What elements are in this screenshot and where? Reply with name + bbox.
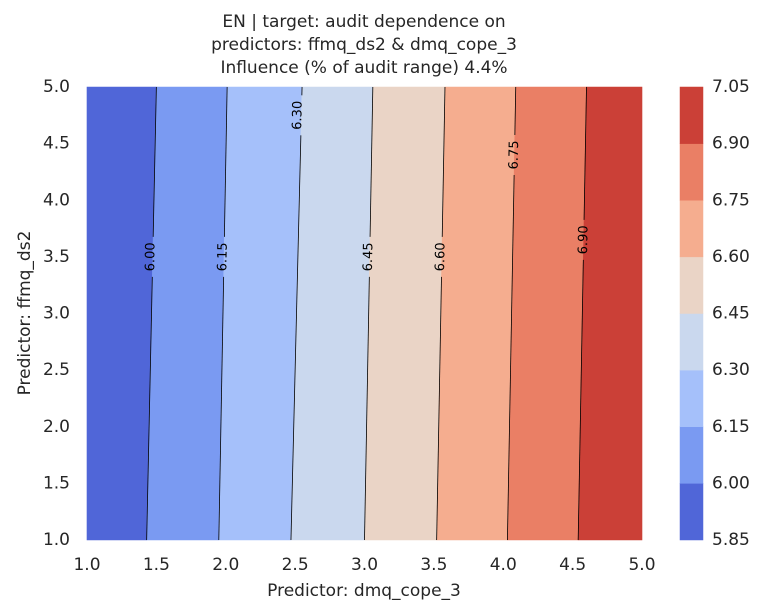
title-line-2: predictors: ffmq_ds2 & dmq_cope_3: [211, 35, 517, 55]
y-tick-label: 2.5: [43, 360, 70, 380]
contour-band-6: [436, 86, 517, 541]
x-axis-label: Predictor: dmq_cope_3: [267, 581, 461, 601]
colorbar-tick-label: 6.75: [712, 190, 750, 210]
x-tick-label: 3.5: [420, 555, 447, 575]
y-tick-label: 2.0: [43, 417, 70, 437]
y-tick-label: 3.0: [43, 304, 70, 324]
contour-line-6.75-lower: [507, 174, 515, 541]
colorbar-segment-6: [679, 200, 704, 258]
contour-line-6.00-lower: [146, 276, 153, 541]
y-tick-label: 1.5: [43, 473, 70, 493]
contour-label-6.00: 6.00: [143, 242, 159, 271]
colorbar-segment-1: [679, 483, 704, 541]
x-tick-label: 1.0: [73, 555, 100, 575]
contour-band-1: [86, 86, 157, 541]
contour-label-6.90: 6.90: [576, 225, 592, 254]
contour-line-6.15-upper: [223, 86, 228, 237]
contour-line-6.60-upper: [441, 86, 446, 237]
contour-label-6.45: 6.45: [361, 242, 377, 271]
x-tick-label: 2.5: [282, 555, 309, 575]
contour-line-6.60-lower: [436, 276, 442, 541]
contour-labels: 6.00 6.15 6.30 6.45 6.60 6.75 6.90: [143, 101, 591, 272]
contour-label-6.30: 6.30: [290, 101, 306, 130]
colorbar-tick-label: 5.85: [712, 530, 750, 550]
colorbar-tick-label: 6.45: [712, 304, 750, 324]
colorbar-tick-label: 6.30: [712, 360, 750, 380]
contour-line-6.90-upper: [583, 86, 587, 220]
y-axis-label: Predictor: ffmq_ds2: [15, 231, 35, 396]
colorbar-segment-3: [679, 369, 704, 427]
contour-band-8: [577, 86, 643, 541]
x-tick-label: 5.0: [628, 555, 655, 575]
contour-label-6.75: 6.75: [507, 140, 523, 169]
contour-line-6.15-lower: [218, 276, 225, 541]
contour-line-6.45-upper: [369, 86, 374, 237]
colorbar: [679, 86, 704, 541]
x-tick-label: 2.0: [212, 555, 239, 575]
x-tick-label: 4.5: [559, 555, 586, 575]
x-tick-label: 3.0: [351, 555, 378, 575]
x-tick-label: 4.0: [490, 555, 517, 575]
contour-line-6.90-lower: [577, 259, 584, 541]
contour-band-2: [146, 86, 228, 541]
y-tick-label: 5.0: [43, 77, 70, 97]
contour-label-6.60: 6.60: [433, 242, 449, 271]
y-tick-label: 3.5: [43, 247, 70, 267]
chart-title: EN | target: audit dependence on predict…: [211, 12, 517, 78]
contour-line-6.45-lower: [364, 276, 370, 541]
x-tick-label: 1.5: [143, 555, 170, 575]
contour-label-6.15: 6.15: [215, 242, 231, 271]
contour-band-3: [218, 86, 303, 541]
contour-bands: [86, 86, 643, 541]
colorbar-segment-5: [679, 256, 704, 314]
contour-band-5: [364, 86, 446, 541]
contour-line-6.00-upper: [152, 86, 157, 237]
colorbar-tick-label: 6.00: [712, 473, 750, 493]
colorbar-segment-8: [679, 86, 704, 144]
x-axis-ticks: 1.0 1.5 2.0 2.5 3.0 3.5 4.0 4.5 5.0: [73, 555, 655, 575]
colorbar-tick-label: 6.60: [712, 247, 750, 267]
contour-lines: [146, 86, 587, 541]
y-tick-label: 4.5: [43, 134, 70, 154]
colorbar-segment-7: [679, 143, 704, 201]
colorbar-ticks: 5.85 6.00 6.15 6.30 6.45 6.60 6.75 6.90 7.05: [712, 77, 750, 550]
colorbar-segment-2: [679, 426, 704, 484]
y-axis-ticks: 1.0 1.5 2.0 2.5 3.0 3.5 4.0 4.5 5.0: [43, 77, 70, 550]
title-line-1: EN | target: audit dependence on: [222, 12, 505, 32]
contour-band-4: [290, 86, 374, 541]
y-tick-label: 4.0: [43, 190, 70, 210]
title-line-3: Influence (% of audit range) 4.4%: [220, 58, 507, 78]
contour-line-6.30-lower: [290, 135, 302, 541]
colorbar-tick-label: 6.90: [712, 134, 750, 154]
colorbar-segment-4: [679, 313, 704, 371]
colorbar-tick-label: 6.15: [712, 417, 750, 437]
colorbar-tick-label: 7.05: [712, 77, 750, 97]
y-tick-label: 1.0: [43, 530, 70, 550]
contour-line-6.75-upper: [514, 86, 517, 135]
